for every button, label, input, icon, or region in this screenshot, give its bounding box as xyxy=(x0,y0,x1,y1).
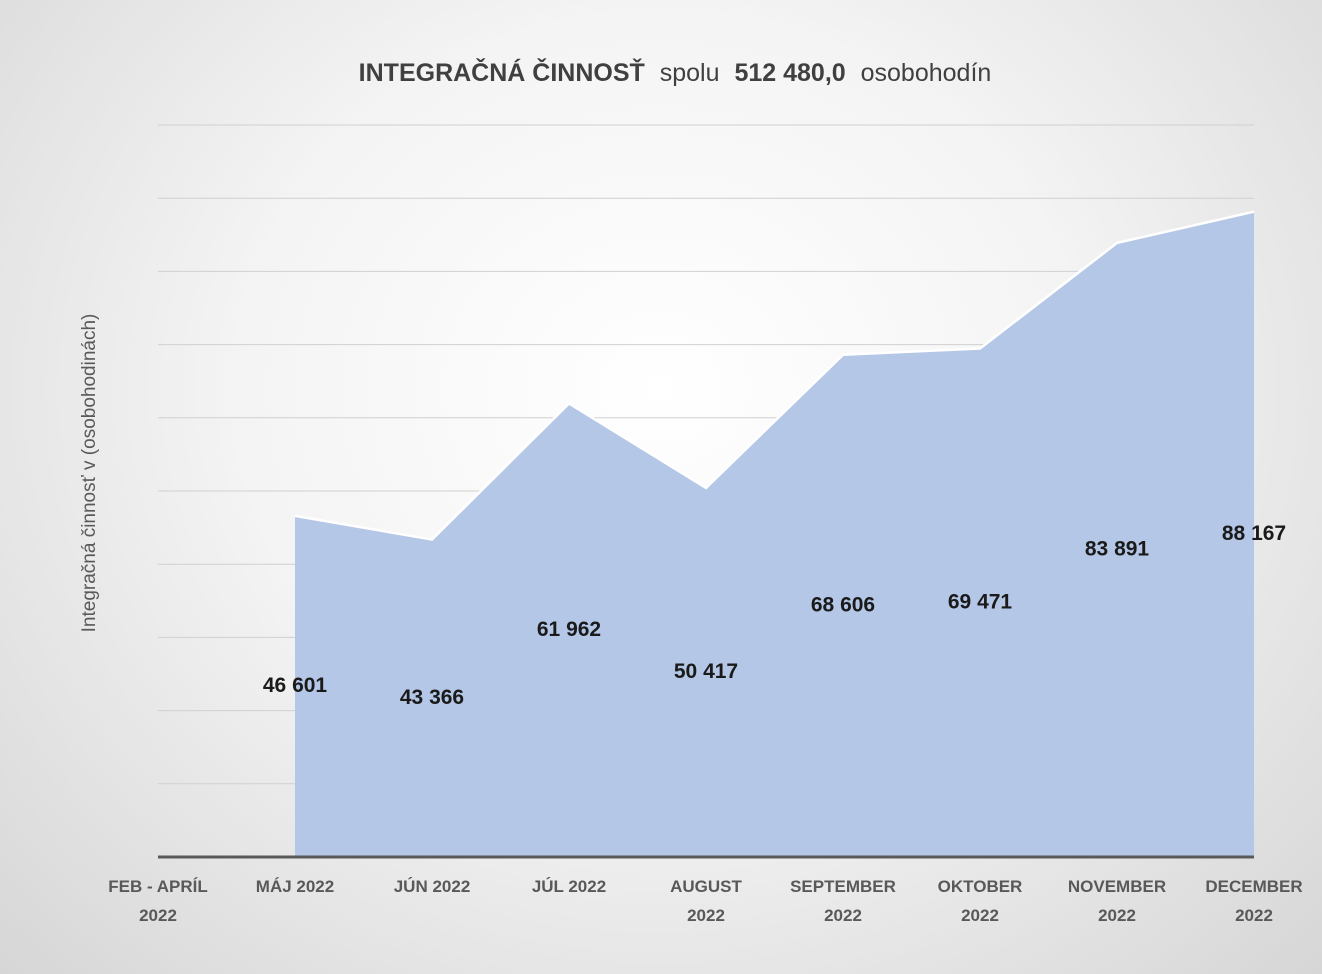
data-label: 46 601 xyxy=(263,674,328,697)
data-label: 68 606 xyxy=(811,593,875,616)
area-fill xyxy=(295,211,1254,857)
data-label: 69 471 xyxy=(948,590,1013,613)
x-tick-label: FEB - APRÍL 2022 xyxy=(108,877,208,925)
data-label: 61 962 xyxy=(537,618,601,641)
chart-title: INTEGRAČNÁ ČINNOSŤ spolu 512 480,0 osobo… xyxy=(359,57,992,87)
x-tick-label: MÁJ 2022 xyxy=(255,877,335,896)
x-tick-label: SEPTEMBER 2022 xyxy=(790,877,896,925)
y-axis-label: Integračná činnosť v (osobohodinách) xyxy=(79,314,100,633)
area-line xyxy=(294,210,1255,541)
x-tick-label: OKTOBER 2022 xyxy=(937,877,1023,925)
x-tick-label: AUGUST 2022 xyxy=(670,877,742,925)
title-part: spolu xyxy=(660,59,720,87)
title-part: INTEGRAČNÁ ČINNOSŤ xyxy=(359,57,645,87)
x-tick-label: JÚL 2022 xyxy=(531,877,607,896)
title-part: 512 480,0 xyxy=(734,59,845,87)
x-tick-label: DECEMBER 2022 xyxy=(1205,877,1303,925)
title-part: osobohodín xyxy=(861,59,992,87)
data-label: 50 417 xyxy=(674,660,738,683)
data-label: 83 891 xyxy=(1085,538,1150,561)
data-label: 88 167 xyxy=(1222,522,1286,545)
x-tick-label: NOVEMBER 2022 xyxy=(1067,877,1167,925)
data-label: 43 366 xyxy=(400,686,464,709)
x-tick-label: JÚN 2022 xyxy=(393,877,471,896)
